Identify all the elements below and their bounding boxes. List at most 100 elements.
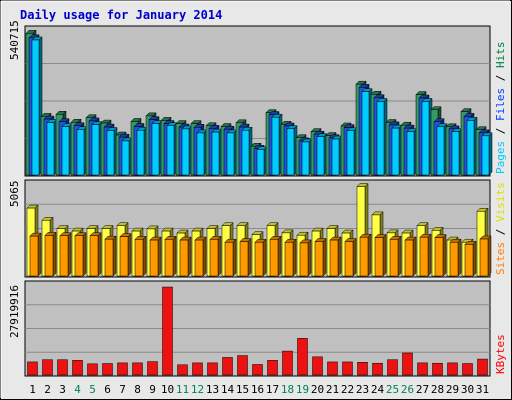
bar-hits-pages-day-27-face: [421, 101, 430, 176]
bar-kbytes-kbytes-day-12: [192, 362, 203, 376]
bar-kbytes-kbytes-day-6: [102, 363, 113, 376]
bar-visits-sites-day-30-face: [464, 244, 474, 277]
bar-hits-pages-day-11-face: [181, 128, 190, 176]
bar-hits-pages-day-2: [46, 118, 58, 176]
legend-kbytes: KBytes: [494, 334, 507, 374]
x-tick-day-9: 9: [149, 383, 156, 396]
legend-item-files: Files: [494, 88, 507, 121]
x-tick-day-2: 2: [44, 383, 51, 396]
bar-hits-pages-day-12-face: [196, 132, 205, 176]
bar-kbytes-kbytes-day-18: [282, 350, 293, 376]
legend-item-kbytes: KBytes: [494, 334, 507, 374]
bar-hits-pages-day-28: [436, 123, 448, 176]
bar-visits-sites-day-8: [134, 235, 147, 277]
bar-visits-sites-day-27: [419, 233, 432, 277]
x-tick-day-14: 14: [221, 383, 235, 396]
bar-visits-sites-day-17-face: [269, 239, 279, 277]
bar-visits-sites-day-5-face: [89, 235, 99, 277]
bar-visits-sites-day-26-side: [412, 236, 417, 277]
bar-hits-pages-day-19-face: [301, 141, 310, 176]
bar-kbytes-kbytes-day-4: [72, 360, 83, 376]
bar-visits-sites-day-15-side: [247, 237, 252, 277]
chart-title: Daily usage for January 2014: [20, 8, 222, 22]
bar-visits-sites-day-17-side: [277, 235, 282, 277]
x-tick-day-11: 11: [176, 383, 189, 396]
bar-visits-sites-day-3-side: [67, 232, 72, 277]
legend-hits-text: Pages / Files / Hits: [494, 42, 507, 175]
bar-visits-sites-day-1-side: [37, 232, 42, 277]
legend-separator: /: [494, 68, 507, 88]
bar-kbytes-kbytes-day-7: [117, 362, 128, 376]
bar-hits-pages-day-26-face: [406, 131, 415, 176]
x-tick-day-18: 18: [281, 383, 294, 396]
bar-hits-pages-day-24: [376, 97, 388, 176]
bar-visits-sites-day-15-face: [239, 241, 249, 277]
bar-kbytes-kbytes-day-21: [327, 361, 338, 376]
bar-visits-sites-day-31-side: [487, 235, 492, 277]
bar-visits-sites-day-11: [179, 236, 192, 277]
bar-hits-pages-day-20-face: [316, 136, 325, 176]
bar-kbytes-kbytes-day-10: [162, 286, 173, 376]
bar-hits-pages-day-29: [451, 127, 463, 176]
bar-hits-pages-day-31: [481, 132, 493, 176]
bar-visits-sites-day-16-face: [254, 241, 264, 277]
bar-visits-sites-day-20-side: [322, 237, 327, 277]
bar-hits-pages-day-30-face: [466, 120, 475, 176]
bar-visits-sites-day-2: [44, 231, 57, 277]
bar-hits-pages-day-5-face: [91, 124, 100, 176]
bar-visits-sites-day-4-face: [74, 235, 84, 277]
bar-visits-sites-day-4: [74, 232, 87, 277]
bar-hits-pages-day-8: [136, 126, 148, 176]
bar-visits-sites-day-13-face: [209, 239, 219, 277]
bar-visits-sites-day-4-side: [82, 232, 87, 277]
bar-visits-sites-day-30-side: [472, 240, 477, 277]
bar-hits-pages-day-9-face: [151, 123, 160, 176]
bar-visits-sites-day-22: [344, 237, 357, 277]
x-tick-day-25: 25: [386, 383, 399, 396]
bar-hits-pages-day-1: [31, 36, 43, 176]
bar-hits-pages-day-13: [211, 128, 223, 176]
bar-hits-pages-day-8-face: [136, 130, 145, 176]
legend-item-pages: Pages: [494, 141, 507, 174]
bar-visits-sites-day-16-side: [262, 238, 267, 277]
bar-hits-pages-day-15: [241, 126, 253, 176]
bar-hits-pages-day-4-face: [76, 129, 85, 176]
bar-hits-pages-day-16-face: [256, 149, 265, 176]
bar-visits-sites-day-8-face: [134, 239, 144, 277]
bar-kbytes-kbytes-day-29: [447, 362, 458, 376]
x-tick-day-19: 19: [296, 383, 309, 396]
bar-kbytes-kbytes-day-25: [387, 359, 398, 376]
x-tick-day-29: 29: [446, 383, 459, 396]
bar-visits-sites-day-18: [284, 238, 297, 277]
bar-hits-pages-day-3-face: [61, 126, 70, 176]
x-tick-day-24: 24: [371, 383, 385, 396]
ytick-max-kbytes: 27919916: [8, 285, 21, 338]
bar-visits-sites-day-18-face: [284, 241, 294, 277]
bar-hits-pages-day-6: [106, 126, 118, 176]
legend-hits: Pages / Files / Hits: [494, 42, 507, 175]
bar-kbytes-kbytes-day-15: [237, 355, 248, 376]
bar-hits-pages-day-22-face: [346, 130, 355, 176]
bar-visits-sites-day-23: [359, 233, 372, 277]
ytick-max-visits: 5065: [8, 181, 21, 208]
bar-hits-pages-day-6-face: [106, 130, 115, 176]
panel-hits: [24, 25, 493, 177]
bar-visits-sites-day-19: [299, 239, 312, 277]
bar-visits-sites-day-10: [164, 235, 177, 277]
bar-kbytes-kbytes-day-17: [267, 360, 278, 376]
bar-hits-pages-day-11: [181, 125, 193, 176]
bar-hits-pages-day-21-face: [331, 138, 340, 176]
bar-hits-pages-day-29-face: [451, 131, 460, 176]
x-tick-day-21: 21: [326, 383, 339, 396]
bar-visits-sites-day-23-side: [367, 233, 372, 277]
bar-hits-pages-day-19: [301, 138, 313, 176]
bar-visits-sites-day-24-side: [382, 233, 387, 277]
bar-visits-sites-day-31-face: [479, 238, 489, 277]
bar-hits-pages-day-16: [256, 146, 268, 176]
x-tick-day-30: 30: [461, 383, 474, 396]
bar-hits-pages-day-2-face: [46, 122, 55, 176]
bar-visits-sites-day-29: [449, 238, 462, 277]
bar-visits-sites-day-9-side: [157, 236, 162, 277]
legend-visits-text: Sites / Visits: [494, 182, 507, 275]
bar-kbytes-kbytes-day-9: [147, 361, 158, 376]
